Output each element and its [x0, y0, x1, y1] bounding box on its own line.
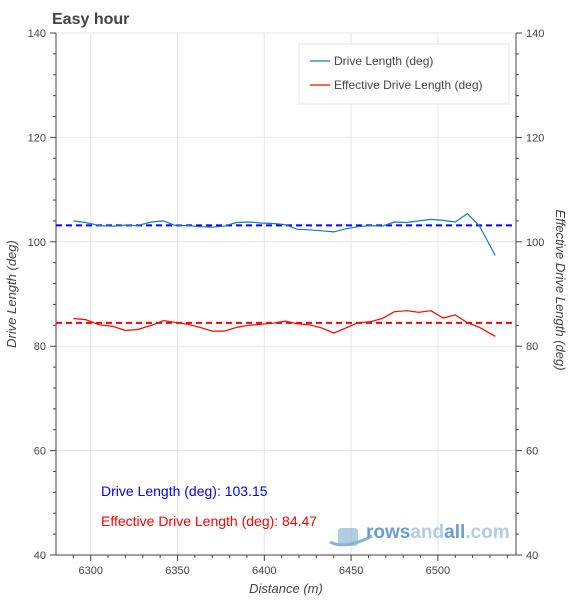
axes: 6300 6350 6400 6450 6500 40 40 60 60 80 80 100 100 12… — [28, 28, 545, 577]
series-line-drive-length[interactable] — [73, 213, 496, 256]
y-right-tick-label: 60 — [526, 446, 538, 458]
y-right-tick-label: 140 — [526, 28, 544, 40]
x-tick-label: 6350 — [165, 565, 189, 577]
x-tick-label: 6450 — [339, 565, 363, 577]
y-axis-right-title: Effective Drive Length (deg) — [553, 209, 568, 370]
legend-label-drive-length[interactable]: Drive Length (deg) — [334, 54, 433, 68]
series-line-effective-drive-length[interactable] — [73, 310, 496, 337]
plot-area — [55, 32, 517, 556]
boat-icon — [329, 528, 373, 547]
y-tick-label: 40 — [34, 550, 46, 562]
x-tick-label: 6500 — [426, 565, 450, 577]
chart-title: Easy hour — [52, 11, 129, 28]
series-lines — [73, 213, 496, 337]
y-tick-label: 120 — [28, 132, 46, 144]
y-right-tick-label: 120 — [526, 132, 544, 144]
rowsandall-logo: rowsandall.com — [329, 522, 510, 547]
logo-text: rowsandall.com — [366, 522, 510, 543]
y-tick-label: 100 — [28, 237, 46, 249]
legend-box — [298, 43, 510, 105]
y-right-tick-label: 80 — [526, 341, 538, 353]
y-right-tick-label: 40 — [526, 550, 538, 562]
legend[interactable]: Drive Length (deg) Effective Drive Lengt… — [298, 43, 510, 105]
annotation-effective-drive-length-mean: Effective Drive Length (deg): 84.47 — [101, 513, 317, 529]
y-tick-label: 140 — [28, 28, 46, 40]
y-axis-title: Drive Length (deg) — [4, 240, 19, 348]
x-axis-title: Distance (m) — [249, 581, 323, 596]
legend-label-effective-drive-length[interactable]: Effective Drive Length (deg) — [334, 78, 483, 92]
y-tick-label: 80 — [34, 341, 46, 353]
y-right-tick-label: 100 — [526, 237, 544, 249]
x-tick-label: 6300 — [78, 565, 102, 577]
annotation-drive-length-mean: Drive Length (deg): 103.15 — [101, 483, 268, 499]
y-tick-label: 60 — [34, 446, 46, 458]
x-tick-label: 6400 — [252, 565, 276, 577]
